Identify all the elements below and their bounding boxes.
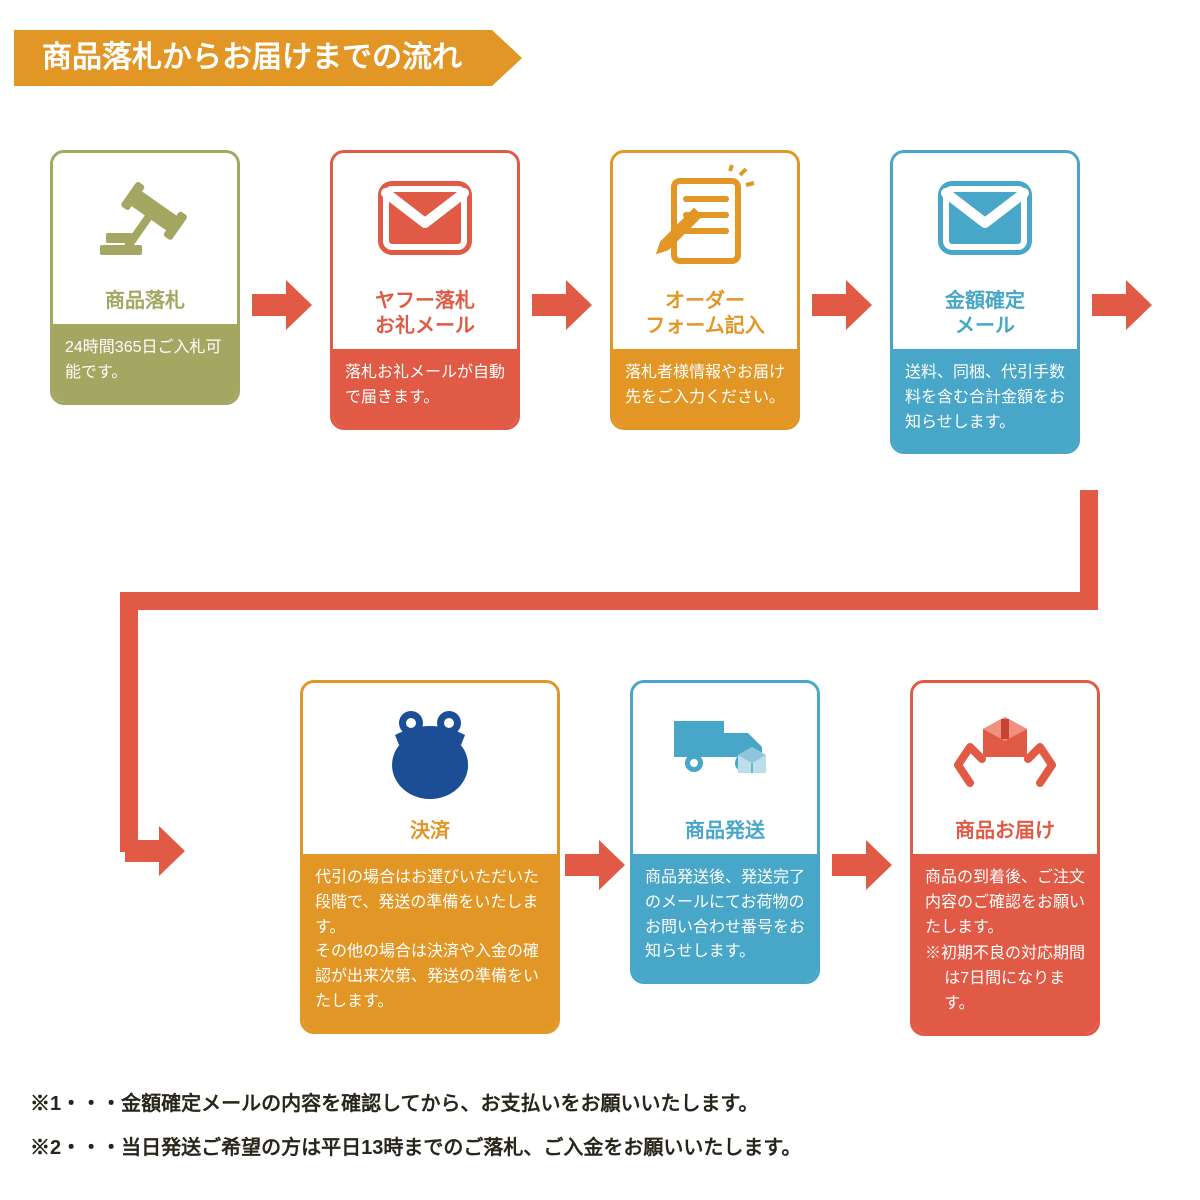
step-label: 金額確定メール: [893, 283, 1077, 349]
step-label: オーダーフォーム記入: [613, 283, 797, 349]
arrow-icon: [252, 280, 312, 330]
mail-red-icon: [333, 153, 517, 283]
footnotes: ※1・・・金額確定メールの内容を確認してから、お支払いをお願いいたします。 ※2…: [30, 1082, 801, 1170]
step-card-3: 3 オーダーフォーム記入 落札者様情報やお届け先をご入力ください。: [610, 150, 800, 430]
flow-diagram: 1 商品落札 24時間365日ご入札可能です。 2 ヤフー落札お礼メール 落札お…: [0, 110, 1200, 1060]
step-desc: 24時間365日ご入札可能です。: [53, 324, 237, 402]
receive-icon: [913, 683, 1097, 813]
footnote-1: ※1・・・金額確定メールの内容を確認してから、お支払いをお願いいたします。: [30, 1082, 801, 1126]
arrow-icon: [532, 280, 592, 330]
mail-blue-icon: [893, 153, 1077, 283]
title-ribbon: 商品落札からお届けまでの流れ: [14, 30, 522, 86]
step-card-7: 7 商品お届け 商品の到着後、ご注文内容のご確認をお願いたします。※初期不良の対…: [910, 680, 1100, 1036]
gavel-icon: [53, 153, 237, 283]
form-icon: [613, 153, 797, 283]
step-label: 決済: [303, 813, 557, 854]
truck-icon: [633, 683, 817, 813]
step-label: 商品落札: [53, 283, 237, 324]
step-desc: 商品発送後、発送完了のメールにてお荷物のお問い合わせ番号をお知らせします。: [633, 854, 817, 981]
arrow-icon: [812, 280, 872, 330]
arrow-icon: [1092, 280, 1152, 330]
step-desc: 落札者様情報やお届け先をご入力ください。: [613, 349, 797, 427]
step-desc: 落札お礼メールが自動で届きます。: [333, 349, 517, 427]
step-label: ヤフー落札お礼メール: [333, 283, 517, 349]
step-desc: 商品の到着後、ご注文内容のご確認をお願いたします。※初期不良の対応期間は7日間に…: [913, 854, 1097, 1033]
arrow-icon: [565, 840, 625, 890]
step-label: 商品発送: [633, 813, 817, 854]
connector-h: [120, 592, 1098, 610]
step-card-6: 6 商品発送 商品発送後、発送完了のメールにてお荷物のお問い合わせ番号をお知らせ…: [630, 680, 820, 984]
step-label: 商品お届け: [913, 813, 1097, 854]
step-desc: 代引の場合はお選びいただいた段階で、発送の準備をいたします。その他の場合は決済や…: [303, 854, 557, 1031]
arrow-icon: [832, 840, 892, 890]
step-card-5: 5(※2) 決済 代引の場合はお選びいただいた段階で、発送の準備をいたします。そ…: [300, 680, 560, 1034]
step-card-2: 2 ヤフー落札お礼メール 落札お礼メールが自動で届きます。: [330, 150, 520, 430]
purse-icon: [303, 683, 557, 813]
step-card-1: 1 商品落札 24時間365日ご入札可能です。: [50, 150, 240, 405]
step-desc: 送料、同梱、代引手数料を含む合計金額をお知らせします。: [893, 349, 1077, 451]
step-card-4: 4(※1) 金額確定メール 送料、同梱、代引手数料を含む合計金額をお知らせします…: [890, 150, 1080, 454]
footnote-2: ※2・・・当日発送ご希望の方は平日13時までのご落札、ご入金をお願いいたします。: [30, 1126, 801, 1170]
